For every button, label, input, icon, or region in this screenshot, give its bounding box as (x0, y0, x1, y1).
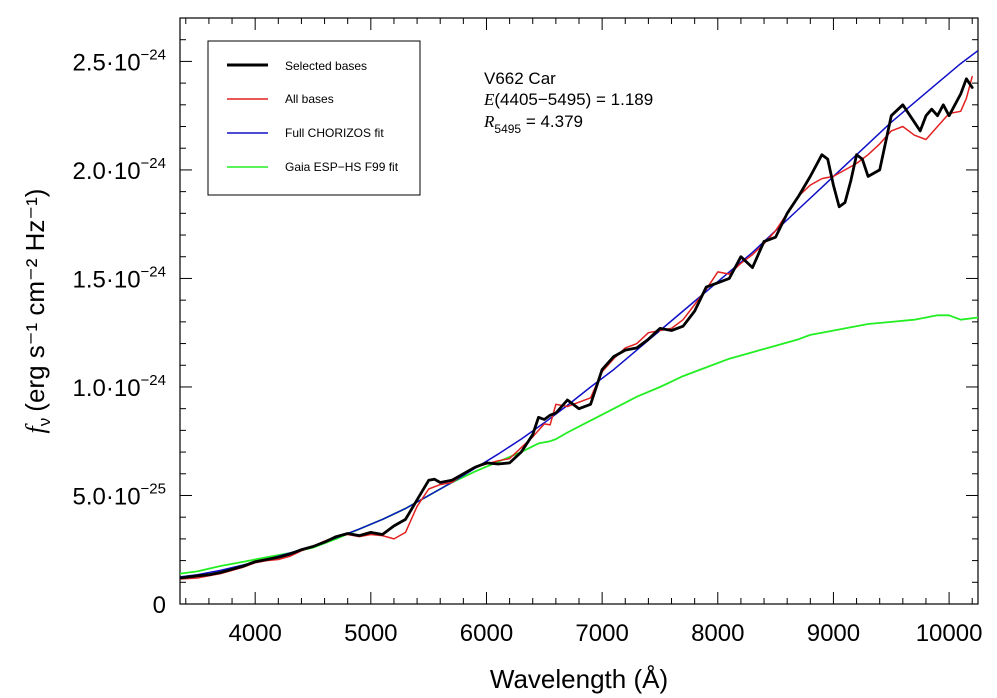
x-tick-label: 6000 (460, 620, 513, 647)
y-tick-label: 5.0·10−25 (72, 480, 166, 510)
legend-label-gaia-esp-hs-f99-fit: Gaia ESP−HS F99 fit (285, 160, 399, 174)
x-tick-label: 9000 (807, 620, 860, 647)
series-layer (180, 49, 978, 580)
x-tick-label: 5000 (344, 620, 397, 647)
y-tick-label: 1.5·10−24 (72, 263, 166, 293)
annotation-star-name: V662 Car (484, 69, 556, 88)
x-tick-label: 8000 (691, 620, 744, 647)
y-tick-label: 2.5·10−24 (72, 46, 166, 76)
x-tick-label: 7000 (575, 620, 628, 647)
annotation-color-excess-symbol: E (483, 90, 495, 109)
annotation-ratio: R5495 = 4.379 (483, 112, 583, 136)
x-axis-title: Wavelength (Å) (490, 664, 668, 694)
annotation-ratio-sub: 5495 (494, 122, 521, 136)
y-axis-title: fν (erg s⁻¹ cm⁻² Hz⁻¹) (20, 189, 54, 434)
annotation-color-excess: E(4405−5495) = 1.189 (483, 90, 653, 109)
y-tick-label: 1.0·10−24 (72, 372, 166, 402)
y-axis-ticks: 0 5.0·10−25 1.0·10−24 1.5·10−24 2.0·10−24 2.5… (72, 17, 978, 619)
legend: Selected bases All bases Full CHORIZOS f… (207, 40, 421, 196)
legend-label-selected-bases: Selected bases (285, 59, 367, 73)
y-axis-title-f: f (21, 422, 50, 433)
annotation: V662 Car E(4405−5495) = 1.189 R5495 = 4.… (483, 69, 653, 136)
annotation-color-excess-value: (4405−5495) = 1.189 (494, 90, 653, 109)
x-tick-label: 4000 (228, 620, 281, 647)
annotation-ratio-symbol: R (483, 112, 495, 131)
legend-label-full-chorizos-fit: Full CHORIZOS fit (285, 126, 384, 140)
y-axis-title-units: (erg s⁻¹ cm⁻² Hz⁻¹) (20, 189, 50, 412)
legend-box (207, 40, 421, 196)
series-line-selected-bases (180, 77, 974, 580)
x-axis-ticks: 4000 5000 6000 7000 8000 9000 10000 (185, 18, 983, 647)
x-tick-label: 10000 (916, 620, 983, 647)
y-tick-label: 0 (153, 592, 166, 619)
annotation-ratio-value: = 4.379 (521, 112, 583, 131)
legend-label-all-bases: All bases (285, 92, 334, 106)
y-tick-label: 2.0·10−24 (72, 155, 166, 185)
y-axis-title-sub: ν (35, 418, 54, 427)
series-line-gaia-esp-hs-f99-fit (180, 314, 978, 575)
